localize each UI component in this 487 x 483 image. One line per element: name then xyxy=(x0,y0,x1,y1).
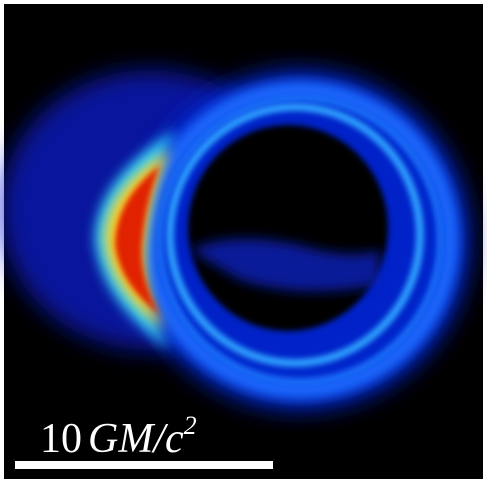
page: 10GM/c2 (() => { const data = JSON.parse… xyxy=(0,0,487,483)
scale-exponent: 2 xyxy=(184,411,197,440)
scale-unit: GM/c xyxy=(88,416,184,462)
scale-bar xyxy=(15,461,273,469)
scale-number: 10 xyxy=(40,416,82,462)
image: 10GM/c2 xyxy=(0,0,487,483)
